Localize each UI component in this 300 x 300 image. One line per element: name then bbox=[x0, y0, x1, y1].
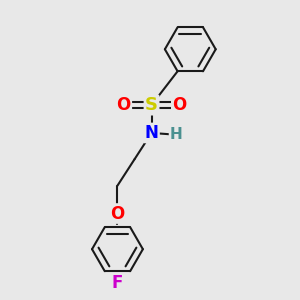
Text: S: S bbox=[145, 96, 158, 114]
Text: O: O bbox=[110, 205, 124, 223]
Text: O: O bbox=[116, 96, 131, 114]
Text: F: F bbox=[112, 274, 123, 292]
Text: O: O bbox=[172, 96, 187, 114]
Text: N: N bbox=[145, 124, 158, 142]
Text: H: H bbox=[170, 127, 183, 142]
